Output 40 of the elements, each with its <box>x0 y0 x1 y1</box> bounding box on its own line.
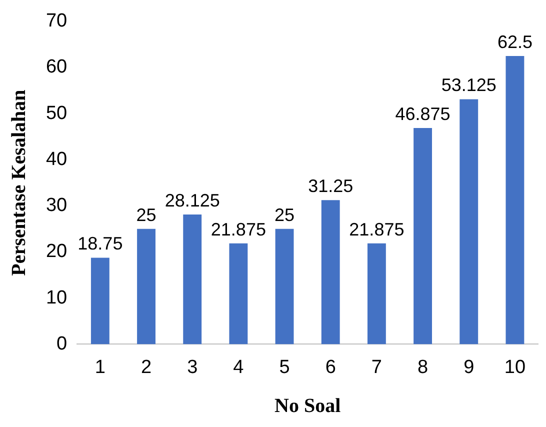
x-tick-label: 2 <box>140 356 152 378</box>
bar <box>275 228 294 344</box>
x-tick-label: 5 <box>279 356 290 378</box>
x-axis-title: No Soal <box>274 395 342 418</box>
y-tick-label: 50 <box>46 102 68 124</box>
x-tick-label: 10 <box>504 356 526 378</box>
data-label: 25 <box>274 204 295 225</box>
y-tick-label: 40 <box>46 148 68 170</box>
bar <box>229 243 248 344</box>
bar <box>367 243 386 344</box>
y-tick-label: 30 <box>46 195 68 216</box>
bar <box>460 99 478 344</box>
data-label: 46.875 <box>395 104 450 124</box>
y-tick-label: 0 <box>56 333 68 354</box>
data-label: 18.75 <box>78 234 123 254</box>
bar <box>137 228 156 344</box>
data-label: 53.125 <box>441 75 496 96</box>
y-tick-label: 60 <box>46 56 68 78</box>
data-label: 21.875 <box>210 219 266 240</box>
data-label: 62.5 <box>497 32 532 52</box>
x-tick-label: 6 <box>325 356 336 378</box>
x-tick-label: 7 <box>371 356 382 378</box>
y-axis-title: Persentase Kesalahan <box>8 90 30 276</box>
data-label: 31.25 <box>308 176 354 196</box>
bar <box>321 200 340 344</box>
y-tick-label: 10 <box>46 287 68 308</box>
bar <box>90 258 110 344</box>
data-label: 21.875 <box>349 219 404 240</box>
y-tick-label: 70 <box>46 10 68 32</box>
x-tick-label: 9 <box>464 356 474 378</box>
bar <box>506 56 524 344</box>
x-tick-label: 3 <box>187 356 198 378</box>
bar <box>183 214 202 344</box>
data-label: 28.125 <box>164 190 220 210</box>
x-tick-label: 1 <box>94 356 106 378</box>
x-tick-label: 4 <box>233 356 244 378</box>
bar <box>414 128 432 344</box>
data-label: 25 <box>136 204 156 225</box>
x-tick-label: 8 <box>417 356 428 378</box>
y-tick-label: 20 <box>46 241 68 262</box>
